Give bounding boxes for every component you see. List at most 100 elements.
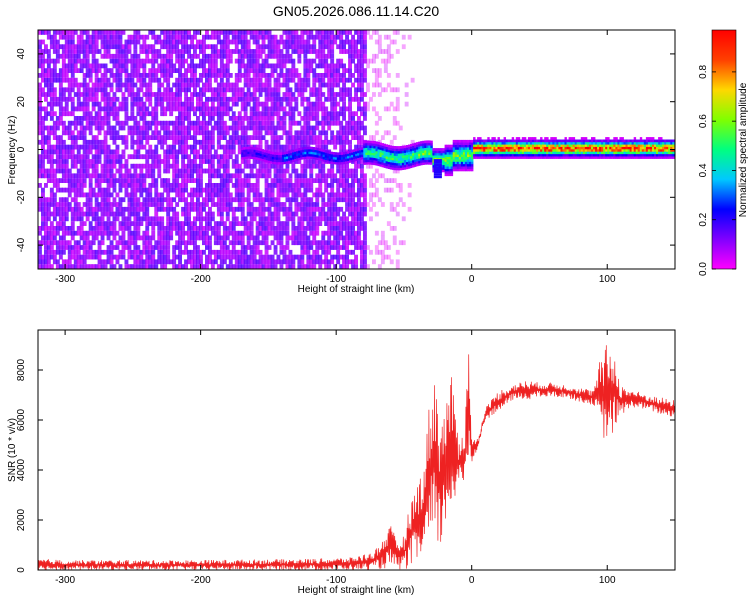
heatmap-cell	[133, 73, 138, 78]
heatmap-cell	[208, 163, 212, 169]
heatmap-cell	[377, 82, 382, 88]
heatmap-band-cell	[395, 160, 399, 164]
heatmap-cell	[44, 245, 48, 250]
heatmap-cell	[79, 82, 84, 88]
heatmap-cell	[312, 130, 317, 136]
heatmap-cell	[133, 230, 138, 236]
heatmap-cell	[249, 235, 254, 241]
heatmap-cell	[395, 202, 400, 207]
heatmap-cell	[127, 34, 132, 40]
heatmap-cell	[216, 221, 221, 226]
heatmap-cell	[348, 249, 352, 255]
heatmap-cell	[336, 211, 341, 217]
heatmap-cell	[103, 77, 108, 83]
heatmap-cell	[130, 139, 135, 145]
heatmap-cell	[342, 221, 346, 226]
heatmap-cell	[124, 192, 129, 198]
heatmap-cell	[246, 259, 251, 265]
heatmap-cell	[228, 192, 233, 198]
heatmap-cell	[163, 96, 168, 102]
heatmap-cell	[64, 202, 69, 207]
heatmap-cell	[151, 216, 156, 222]
heatmap-cell	[282, 125, 287, 131]
heatmap-cell	[372, 82, 376, 88]
heatmap-cell	[172, 92, 177, 97]
heatmap-cell	[38, 106, 42, 112]
heatmap-cell	[285, 68, 290, 73]
heatmap-cell	[49, 235, 54, 241]
heatmap-cell	[205, 139, 209, 145]
heatmap-cell	[139, 82, 144, 88]
heatmap-cell	[124, 206, 129, 212]
heatmap-cell	[213, 87, 218, 93]
heatmap-cell	[383, 245, 388, 250]
heatmap-cell	[100, 149, 105, 155]
heatmap-cell	[243, 125, 248, 131]
heatmap-cell	[106, 53, 111, 59]
heatmap-band-cell	[383, 160, 386, 164]
heatmap-cell	[374, 249, 379, 255]
heatmap-cell	[318, 96, 323, 102]
heatmap-cell	[315, 192, 320, 198]
heatmap-cell	[222, 130, 227, 136]
heatmap-cell	[237, 144, 242, 150]
heatmap-cell	[127, 249, 132, 255]
heatmap-cell	[303, 230, 308, 236]
heatmap-cell	[273, 259, 278, 265]
heatmap-cell	[216, 211, 221, 217]
heatmap-band-cell	[375, 141, 378, 145]
heatmap-band-cell	[342, 159, 346, 162]
heatmap-cell	[291, 92, 296, 97]
heatmap-cell	[264, 163, 269, 169]
heatmap-band-cell	[294, 151, 297, 155]
heatmap-cell	[64, 30, 69, 35]
heatmap-cell	[184, 92, 188, 97]
heatmap-cell	[142, 202, 147, 207]
heatmap-cell	[70, 120, 75, 126]
heatmap-cell	[205, 87, 209, 93]
heatmap-cell	[222, 106, 227, 112]
heatmap-cell	[100, 106, 105, 112]
heatmap-cell	[309, 240, 314, 246]
heatmap-cell	[169, 226, 174, 231]
heatmap-cell	[91, 206, 96, 212]
heatmap-cell	[303, 120, 308, 126]
heatmap-cell	[52, 130, 57, 136]
heatmap-band-cell	[395, 150, 399, 154]
heatmap-cell	[276, 144, 281, 150]
heatmap-cell	[345, 249, 349, 255]
heatmap-cell	[82, 111, 87, 117]
heatmap-cell	[109, 163, 114, 169]
heatmap-band-cell	[247, 153, 250, 157]
heatmap-cell	[222, 163, 227, 169]
heatmap-band-cell	[247, 151, 250, 155]
heatmap-cell	[279, 235, 284, 241]
heatmap-cell	[252, 211, 257, 217]
heatmap-cell	[297, 111, 302, 117]
heatmap-cell	[318, 259, 323, 265]
heatmap-cell	[348, 101, 352, 107]
heatmap-cell	[357, 106, 361, 112]
heatmap-cell	[249, 245, 254, 250]
heatmap-cell	[318, 254, 323, 260]
heatmap-cell	[199, 106, 203, 112]
heatmap-cell	[306, 197, 311, 203]
heatmap-cell	[181, 144, 185, 150]
heatmap-cell	[312, 240, 317, 246]
heatmap-band-cell	[255, 154, 258, 158]
heatmap-cell	[258, 144, 263, 150]
heatmap-cell	[157, 173, 162, 179]
heatmap-cell	[225, 206, 230, 212]
heatmap-cell	[267, 130, 272, 136]
heatmap-cell	[288, 111, 293, 117]
heatmap-cell	[357, 216, 361, 222]
heatmap-cell	[199, 259, 203, 265]
heatmap-band-cell	[340, 157, 344, 160]
heatmap-cell	[199, 235, 203, 241]
heatmap-cell	[64, 159, 69, 164]
heatmap-band-cell	[389, 164, 393, 168]
heatmap-cell	[58, 34, 63, 40]
heatmap-cell	[55, 53, 60, 59]
heatmap-cell	[279, 240, 284, 246]
heatmap-cell	[41, 68, 45, 73]
